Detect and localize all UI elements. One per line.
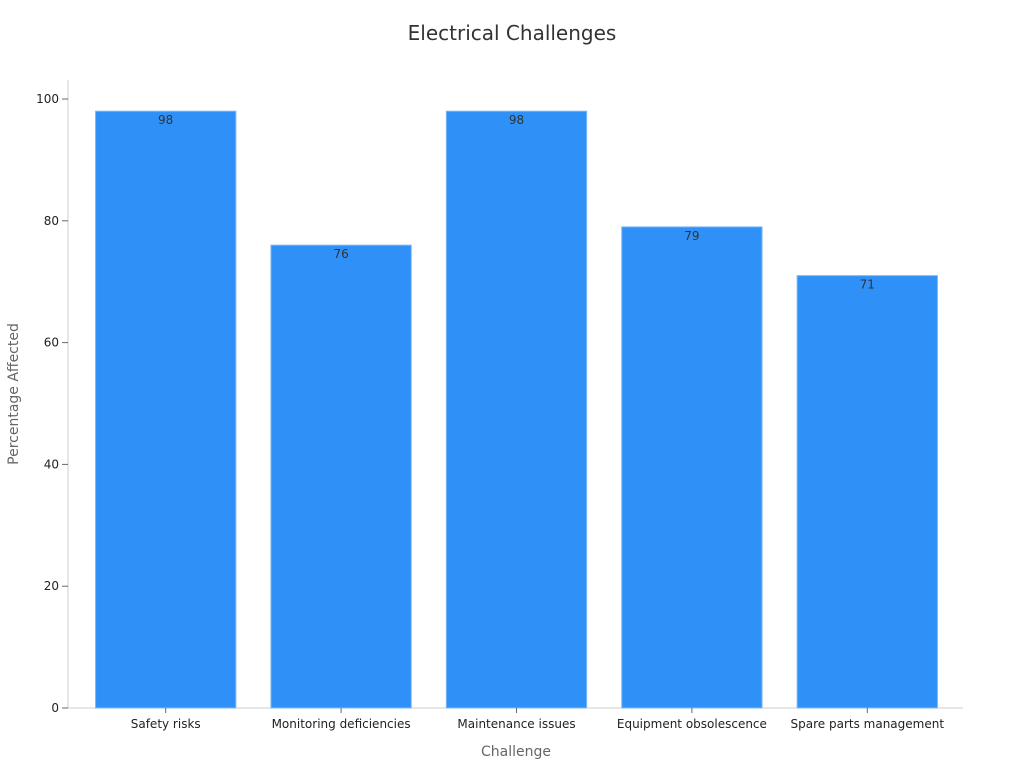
bar-value-label: 71 [860,278,875,292]
bar [95,110,237,709]
bar [445,110,588,709]
x-tick-label: Equipment obsolescence [617,717,767,731]
bar [621,226,763,709]
x-axis-ticks: Safety risks Monitoring deficiencies Maint… [131,708,945,731]
y-tick-label: 100 [36,92,59,106]
x-tick-label: Monitoring deficiencies [272,717,411,731]
x-tick-label: Safety risks [131,717,201,731]
bars-group: 98 76 98 79 71 [95,110,938,709]
chart-title: Electrical Challenges [408,21,617,45]
bar-value-label: 79 [684,229,699,243]
y-tick-label: 20 [44,579,59,593]
bar-value-label: 76 [333,247,348,261]
x-tick-label: Maintenance issues [457,717,575,731]
bar-value-label: 98 [509,113,524,127]
bar [796,275,938,709]
y-tick-label: 0 [51,701,59,715]
y-axis-ticks: 0 20 40 60 80 100 [36,92,68,715]
y-tick-label: 40 [44,457,59,471]
x-tick-label: Spare parts management [791,717,945,731]
bar [270,244,412,709]
x-axis-label: Challenge [481,744,551,760]
bar-value-label: 98 [158,113,173,127]
y-tick-label: 80 [44,214,59,228]
y-tick-label: 60 [44,336,59,350]
y-axis-label: Percentage Affected [6,323,22,465]
